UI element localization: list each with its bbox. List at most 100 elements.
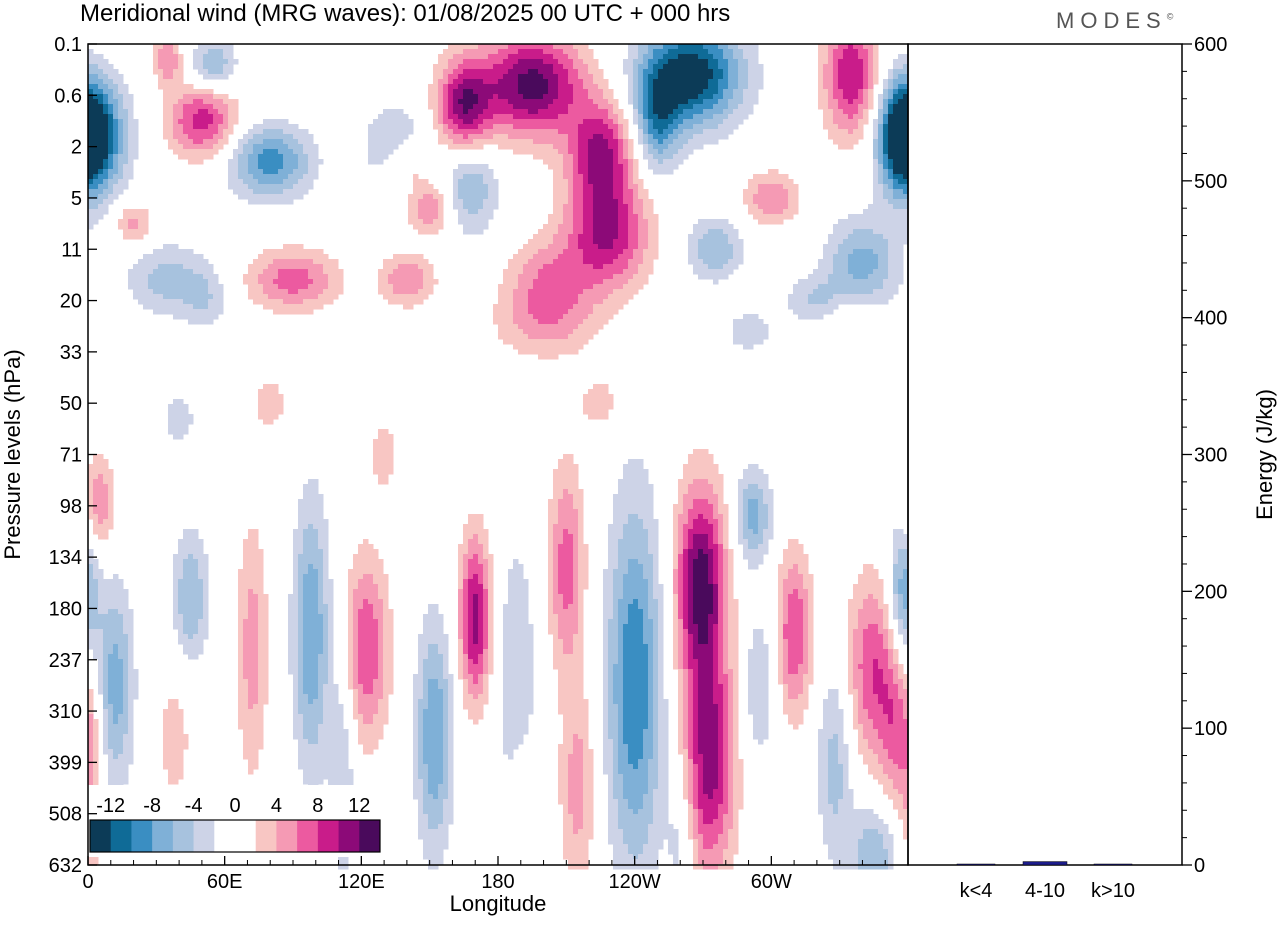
heat-cell <box>203 49 209 55</box>
heat-cell <box>588 394 594 400</box>
heat-cell <box>798 304 804 310</box>
heat-cell <box>183 424 189 430</box>
heat-cell <box>648 104 654 110</box>
heat-cell <box>848 229 854 235</box>
heat-cell <box>213 54 219 60</box>
heat-cell <box>308 149 314 155</box>
heat-cell <box>128 94 134 100</box>
heat-cell <box>513 104 519 110</box>
heat-cell <box>243 169 249 175</box>
heat-cell <box>898 139 904 145</box>
heat-cell <box>248 284 254 290</box>
heat-cell <box>653 134 659 140</box>
heat-cell <box>123 229 129 235</box>
heat-cell <box>278 179 284 185</box>
heat-cell <box>593 134 599 140</box>
heat-cell <box>758 324 764 330</box>
heat-cell <box>833 79 839 85</box>
heat-cell <box>603 149 609 155</box>
heat-cell <box>498 289 504 295</box>
heat-cell <box>118 129 124 135</box>
heat-cell <box>828 259 834 265</box>
heat-cell <box>888 169 894 175</box>
heat-cell <box>508 329 514 335</box>
heat-cell <box>528 344 534 350</box>
heat-cell <box>688 239 694 245</box>
heat-cell <box>618 129 624 135</box>
heat-cell <box>413 289 419 295</box>
heat-cell <box>848 64 854 70</box>
heat-cell <box>188 274 194 280</box>
heat-cell <box>613 154 619 160</box>
heat-cell <box>453 179 459 185</box>
heat-cell <box>718 79 724 85</box>
heat-cell <box>778 189 784 195</box>
heat-cell <box>643 194 649 200</box>
heat-cell <box>463 99 469 105</box>
heat-cell <box>758 219 764 225</box>
heat-cell <box>168 59 174 65</box>
heat-cell <box>688 119 694 125</box>
heat-cell <box>663 74 669 80</box>
heat-cell <box>178 94 184 100</box>
heat-cell <box>133 279 139 285</box>
heat-cell <box>98 99 104 105</box>
heat-cell <box>533 349 539 355</box>
heat-cell <box>193 279 199 285</box>
heat-cell <box>823 124 829 130</box>
heat-cell <box>218 99 224 105</box>
heat-cell <box>313 299 319 305</box>
heat-cell <box>658 129 664 135</box>
heat-cell <box>823 309 829 315</box>
heat-cell <box>863 284 869 290</box>
heat-cell <box>733 59 739 65</box>
heat-cell <box>743 114 749 120</box>
heat-cell <box>698 254 704 260</box>
heat-cell <box>523 284 529 290</box>
heat-cell <box>108 139 114 145</box>
heat-cell <box>633 169 639 175</box>
heat-cell <box>593 399 599 405</box>
heat-cell <box>483 64 489 70</box>
heat-cell <box>533 259 539 265</box>
heat-cell <box>103 59 109 65</box>
heat-cell <box>428 199 434 205</box>
heat-cell <box>128 99 134 105</box>
heat-cell <box>268 179 274 185</box>
heat-cell <box>598 409 604 415</box>
heat-cell <box>878 214 884 220</box>
heat-cell <box>238 169 244 175</box>
heat-cell <box>893 234 899 240</box>
heat-cell <box>578 109 584 115</box>
heat-cell <box>258 289 264 295</box>
heat-cell <box>133 139 139 145</box>
heat-cell <box>483 134 489 140</box>
heat-cell <box>548 309 554 315</box>
heat-cell <box>453 189 459 195</box>
heat-cell <box>273 149 279 155</box>
heat-cell <box>423 209 429 215</box>
heat-cell <box>723 264 729 270</box>
heat-cell <box>573 279 579 285</box>
heat-cell <box>303 284 309 290</box>
heat-cell <box>208 119 214 125</box>
heat-cell <box>873 239 879 245</box>
heat-cell <box>108 184 114 190</box>
heat-cell <box>853 254 859 260</box>
heat-cell <box>808 299 814 305</box>
heat-cell <box>713 79 719 85</box>
heat-cell <box>768 169 774 175</box>
heat-cell <box>303 164 309 170</box>
heat-cell <box>93 59 99 65</box>
heat-cell <box>898 154 904 160</box>
heat-cell <box>848 249 854 255</box>
heat-cell <box>468 164 474 170</box>
heat-cell <box>693 249 699 255</box>
heat-cell <box>738 84 744 90</box>
heat-cell <box>503 289 509 295</box>
heat-cell <box>98 214 104 220</box>
heat-cell <box>568 469 574 475</box>
heat-cell <box>88 204 94 210</box>
heat-cell <box>848 264 854 270</box>
heat-cell <box>733 114 739 120</box>
